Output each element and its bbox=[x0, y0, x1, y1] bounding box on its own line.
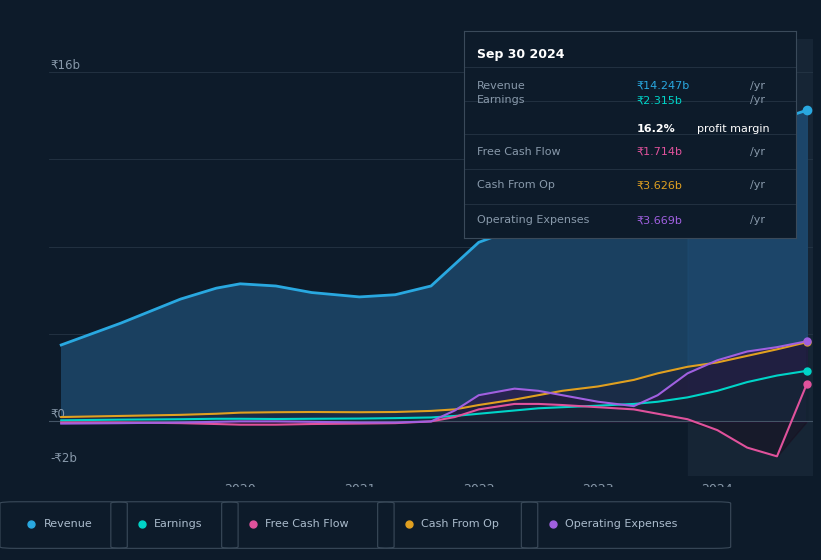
Text: /yr: /yr bbox=[750, 180, 765, 190]
Text: ₹3.669b: ₹3.669b bbox=[637, 216, 682, 225]
Text: /yr: /yr bbox=[750, 147, 765, 157]
Text: Revenue: Revenue bbox=[477, 81, 526, 91]
Text: ₹0: ₹0 bbox=[51, 408, 66, 421]
Bar bbox=[687, 39, 813, 476]
Text: /yr: /yr bbox=[750, 216, 765, 225]
Text: ₹3.626b: ₹3.626b bbox=[637, 180, 682, 190]
Text: Earnings: Earnings bbox=[154, 519, 203, 529]
Text: ₹14.247b: ₹14.247b bbox=[637, 81, 690, 91]
Text: Cash From Op: Cash From Op bbox=[477, 180, 555, 190]
Text: /yr: /yr bbox=[750, 95, 765, 105]
Text: Operating Expenses: Operating Expenses bbox=[477, 216, 589, 225]
Text: ₹1.714b: ₹1.714b bbox=[637, 147, 683, 157]
Text: Operating Expenses: Operating Expenses bbox=[565, 519, 677, 529]
Text: -₹2b: -₹2b bbox=[51, 452, 78, 465]
Text: profit margin: profit margin bbox=[696, 124, 769, 134]
Text: ₹16b: ₹16b bbox=[51, 59, 80, 72]
Text: ₹2.315b: ₹2.315b bbox=[637, 95, 682, 105]
Text: Revenue: Revenue bbox=[44, 519, 92, 529]
Text: /yr: /yr bbox=[750, 81, 765, 91]
Text: Earnings: Earnings bbox=[477, 95, 525, 105]
Text: Sep 30 2024: Sep 30 2024 bbox=[477, 48, 565, 61]
Text: 16.2%: 16.2% bbox=[637, 124, 676, 134]
Text: Free Cash Flow: Free Cash Flow bbox=[477, 147, 561, 157]
Text: Cash From Op: Cash From Op bbox=[421, 519, 499, 529]
Text: Free Cash Flow: Free Cash Flow bbox=[265, 519, 349, 529]
